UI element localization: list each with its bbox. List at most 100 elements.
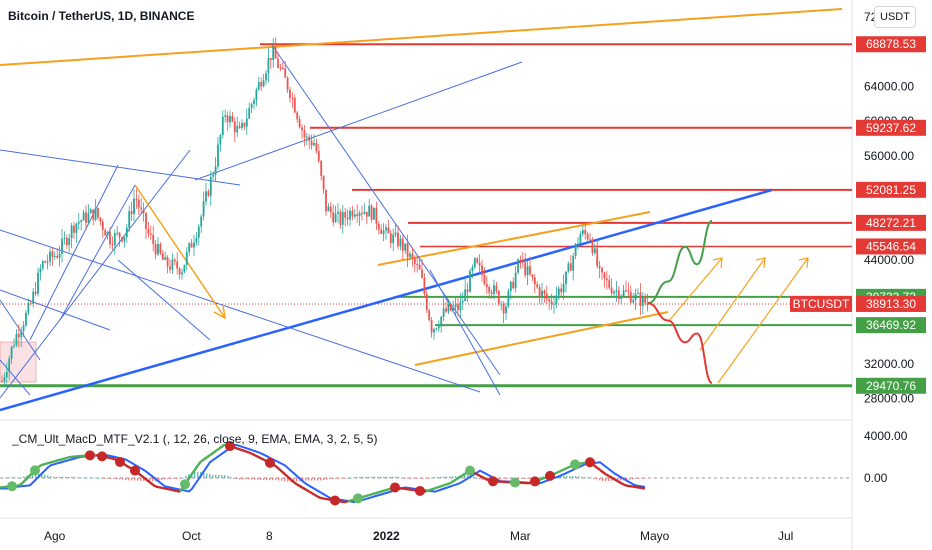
candle-body: [550, 301, 553, 305]
candle-body: [116, 232, 119, 234]
candle-body: [620, 295, 623, 299]
candle-body: [3, 377, 6, 382]
candle-body: [538, 287, 541, 297]
macd-line-segment: [44, 462, 49, 466]
candle-body: [591, 239, 594, 253]
candle-body: [137, 199, 140, 208]
macd-histogram-bar: [410, 478, 412, 479]
macd-histogram-bar: [302, 478, 304, 482]
candle-body: [569, 263, 572, 271]
indicator-title: _CM_Ult_MacD_MTF_V2.1 (, 12, 26, close, …: [12, 432, 378, 446]
x-tick-label: 2022: [373, 529, 400, 543]
candle-body: [106, 232, 109, 236]
candle-body: [541, 290, 543, 297]
macd-line-segment: [152, 483, 157, 488]
candle-body: [322, 175, 325, 190]
candle-body: [325, 189, 327, 212]
candle-body: [466, 289, 469, 292]
macd-histogram-bar: [119, 478, 121, 480]
candle-body: [497, 290, 500, 305]
macd-histogram-bar: [602, 478, 604, 482]
candle-body: [370, 205, 373, 220]
candle-body: [562, 284, 565, 293]
candle-body: [248, 108, 251, 119]
candle-body: [418, 264, 421, 270]
macd-line-segment: [197, 460, 202, 466]
macd-cross-dot: [465, 465, 475, 476]
macd-cross-dot: [510, 477, 520, 488]
macd-line-segment: [362, 494, 367, 499]
candle-body: [310, 140, 313, 146]
macd-histogram-bar: [344, 478, 346, 479]
macd-histogram-bar: [578, 476, 580, 478]
candle-body: [289, 89, 291, 98]
macd-line-segment: [212, 449, 217, 454]
candle-body: [637, 292, 639, 294]
candle-body: [500, 303, 503, 305]
price-tag-box: [856, 377, 926, 394]
macd-histogram-bar: [185, 475, 187, 478]
candle-body: [53, 255, 56, 257]
candle-body: [185, 252, 188, 265]
macd-histogram-bar: [167, 478, 169, 479]
candle-body: [195, 237, 198, 243]
price-tag-label: 48272.21: [866, 216, 916, 230]
candle-body: [262, 80, 265, 87]
macd-histogram-bar: [380, 476, 382, 478]
macd-cross-dot: [545, 470, 555, 481]
candle-body: [521, 260, 524, 262]
candle-body: [284, 68, 287, 78]
macd-histogram-bar: [641, 478, 643, 479]
macd-histogram-bar: [95, 477, 97, 479]
macd-line-segment: [125, 464, 130, 469]
macd-histogram-bar: [449, 476, 451, 478]
macd-histogram-bar: [182, 477, 184, 479]
projection-arrow: [699, 257, 766, 351]
candle-body: [176, 261, 179, 269]
candle-body: [17, 334, 20, 338]
macd-cross-dot: [97, 451, 107, 462]
candle-body: [123, 237, 126, 242]
macd-histogram-bar: [152, 478, 154, 482]
macd-histogram-bar: [368, 476, 370, 478]
macd-histogram-bar: [524, 478, 526, 479]
macd-histogram-bar: [98, 477, 100, 479]
candle-body: [293, 97, 296, 113]
candle-body: [159, 244, 162, 254]
macd-histogram-bar: [143, 478, 145, 482]
macd-line-segment: [449, 480, 454, 485]
macd-histogram-bar: [482, 478, 484, 481]
macd-histogram-bar: [23, 476, 25, 478]
candle-body: [332, 212, 335, 223]
macd-line-segment: [164, 487, 169, 491]
macd-histogram-bar: [437, 476, 439, 478]
macd-line-segment: [560, 468, 565, 472]
x-tick-label: Oct: [182, 529, 201, 543]
macd-histogram-bar: [149, 478, 151, 482]
candle-body: [308, 136, 311, 141]
macd-line-segment: [314, 493, 319, 498]
macd-histogram-bar: [104, 478, 106, 479]
price-tag-label: 52081.25: [866, 183, 916, 197]
candle-body: [586, 234, 589, 240]
candle-body: [555, 295, 558, 304]
candle-body: [274, 46, 277, 59]
macd-histogram-bar: [608, 478, 610, 482]
macd-histogram-bar: [137, 478, 139, 481]
y-tick-label: 32000.00: [864, 357, 914, 371]
candle-body: [44, 261, 47, 263]
candle-body: [399, 238, 402, 247]
candle-body: [34, 291, 37, 294]
candle-body: [1, 381, 3, 383]
macd-line-segment: [38, 463, 43, 468]
currency-unit-button[interactable]: USDT: [874, 6, 916, 28]
candle-body: [25, 312, 27, 326]
macd-line-segment: [317, 495, 322, 500]
macd-histogram-bar: [5, 477, 7, 479]
candle-body: [577, 243, 579, 245]
macd-histogram-bar: [527, 478, 529, 479]
macd-histogram-bar: [455, 476, 457, 478]
macd-histogram-bar: [593, 478, 595, 479]
candle-body: [610, 287, 613, 294]
candle-body: [615, 290, 618, 292]
